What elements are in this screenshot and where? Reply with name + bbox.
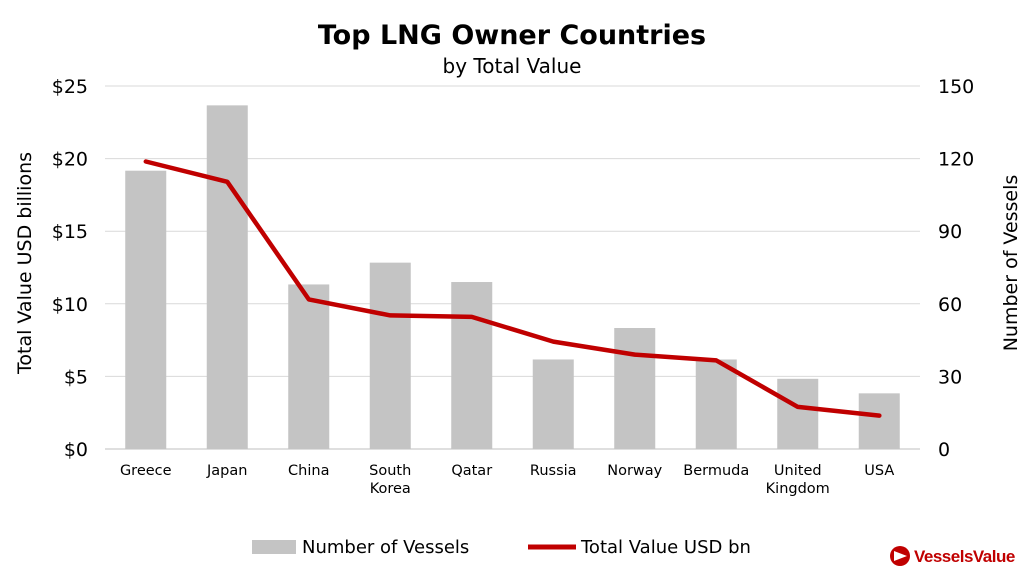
- legend-label-line: Total Value USD bn: [580, 537, 751, 558]
- bar: [206, 105, 248, 450]
- right-y-axis: 0 30 60 90 120 150: [938, 76, 974, 461]
- bar: [695, 359, 737, 449]
- chart-title: Top LNG Owner Countries: [318, 20, 706, 51]
- left-tick-label: $0: [64, 439, 88, 461]
- logo-mark: [894, 551, 907, 561]
- category-label: Bermuda: [683, 463, 749, 479]
- right-tick-label: 60: [938, 294, 962, 316]
- line-point: [715, 359, 717, 361]
- line-point: [552, 341, 554, 343]
- right-tick-label: 150: [938, 76, 974, 98]
- line-point: [797, 406, 799, 408]
- series-line: [143, 159, 882, 418]
- line-point: [634, 354, 636, 356]
- left-tick-label: $5: [64, 366, 88, 388]
- category-label: Russia: [530, 463, 577, 479]
- right-tick-label: 30: [938, 366, 962, 388]
- bar: [451, 282, 493, 449]
- legend-swatch-bars: [252, 540, 296, 554]
- category-label: Greece: [120, 463, 172, 479]
- bar-series: [125, 105, 900, 450]
- left-axis-title: Total Value USD billions: [14, 152, 36, 375]
- bar: [369, 262, 411, 449]
- bar: [614, 328, 656, 449]
- line-point: [308, 298, 310, 300]
- category-label: Japan: [206, 463, 247, 479]
- line-point: [471, 316, 473, 318]
- bar: [125, 170, 167, 449]
- left-tick-label: $20: [52, 149, 88, 171]
- category-label: South Korea: [369, 463, 411, 497]
- left-tick-label: $15: [52, 221, 88, 243]
- line-point: [145, 161, 147, 163]
- right-tick-label: 120: [938, 149, 974, 171]
- category-label: United Kingdom: [766, 463, 830, 497]
- legend-label-bars: Number of Vessels: [302, 537, 469, 558]
- category-label: USA: [864, 463, 894, 479]
- right-axis-title: Number of Vessels: [1000, 175, 1022, 352]
- legend: Number of Vessels Total Value USD bn: [252, 537, 751, 558]
- right-tick-label: 90: [938, 221, 962, 243]
- line-point: [878, 415, 880, 417]
- category-label: China: [288, 463, 329, 479]
- bar: [288, 284, 330, 449]
- chart-subtitle: by Total Value: [443, 54, 582, 78]
- x-axis: Greece Japan China South Korea Qatar Russia Nor…: [120, 463, 894, 497]
- bar: [858, 393, 900, 449]
- brand-name: VesselsValue: [914, 547, 1015, 566]
- category-label: Qatar: [451, 463, 492, 479]
- bar: [532, 359, 574, 449]
- category-label: Norway: [607, 463, 662, 479]
- left-tick-label: $25: [52, 76, 88, 98]
- bar: [777, 378, 819, 449]
- left-y-axis: $0 $5 $10 $15 $20 $25: [52, 76, 88, 461]
- right-tick-label: 0: [938, 439, 950, 461]
- line-point: [226, 181, 228, 183]
- line-series: [143, 159, 882, 418]
- line-point: [389, 314, 391, 316]
- left-tick-label: $10: [52, 294, 88, 316]
- brand-logo: VesselsValue: [890, 546, 1015, 566]
